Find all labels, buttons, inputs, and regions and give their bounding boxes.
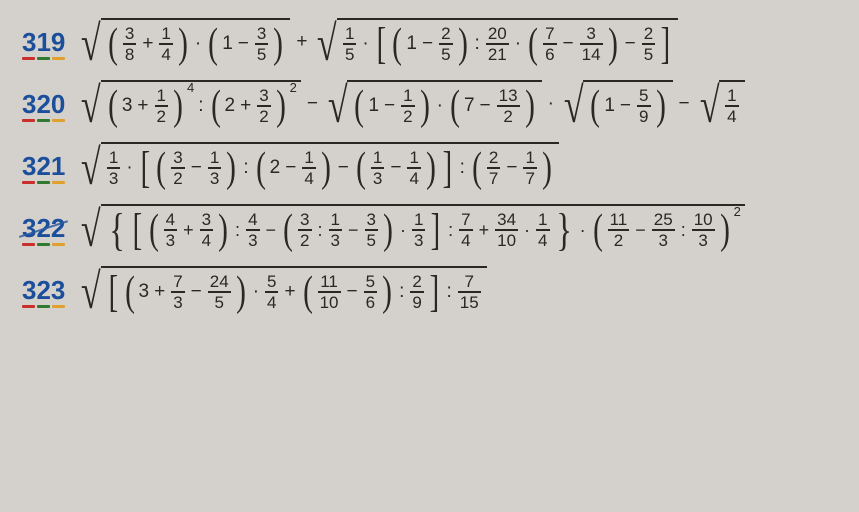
problem-323: 323 √ [ ( 3 + 73 − 245 ) · 54 + ( 1110 −… [22,266,837,314]
problem-number-text: 319 [22,27,65,57]
problem-number-text: 320 [22,89,65,119]
problem-319: 319 √ ( 38 + 14 ) · ( 1 − 35 ) + √ 15 [22,18,837,66]
problem-320: 320 √ ( 3 + 12 )4 : ( 2 + 32 )2 − √ ( [22,80,837,128]
radical-icon: √ ( 1 − 12 ) · ( 7 − 132 ) [324,80,542,128]
exponent: 2 [290,80,297,95]
radical-icon: √ ( 3 + 12 )4 : ( 2 + 32 )2 [77,80,301,128]
number-underline [22,305,65,311]
expression: √ ( 3 + 12 )4 : ( 2 + 32 )2 − √ ( 1 − 1 [75,80,746,128]
problem-number: 319 [22,29,65,55]
expression: √ { [ ( 43 + 34 ) : 43 − ( 32 : 13 − 35 … [75,204,746,252]
problem-number: 322 [22,215,65,241]
problem-321: 321 √ 13 · [ ( 32 − 13 ) : ( 2 − 14 ) − … [22,142,837,190]
problem-number: 320 [22,91,65,117]
problem-number: 323 [22,277,65,303]
number-underline [22,181,65,187]
expression: √ 13 · [ ( 32 − 13 ) : ( 2 − 14 ) − ( 13… [75,142,561,190]
problem-number-text: 321 [22,151,65,181]
radical-icon: √ ( 1 − 59 ) [560,80,673,128]
radical-icon: √ 14 [696,80,745,128]
radical-icon: √ { [ ( 43 + 34 ) : 43 − ( 32 : 13 − 35 … [77,204,744,252]
problem-number-text: 323 [22,275,65,305]
exponent: 2 [734,204,741,219]
expression: √ ( 38 + 14 ) · ( 1 − 35 ) + √ 15 · [ ( [75,18,679,66]
problem-322: 322 √ { [ ( 43 + 34 ) : 43 − ( 32 : 13 − [22,204,837,252]
problem-number: 321 [22,153,65,179]
number-underline [22,119,65,125]
expression: √ [ ( 3 + 73 − 245 ) · 54 + ( 1110 − 56 … [75,266,488,314]
radical-icon: √ 15 · [ ( 1 − 25 ) : 2021 · ( 76 − 314 … [313,18,677,66]
radical-icon: √ [ ( 3 + 73 − 245 ) · 54 + ( 1110 − 56 … [77,266,486,314]
radical-icon: √ ( 38 + 14 ) · ( 1 − 35 ) [77,18,290,66]
number-underline [22,57,65,63]
exponent: 4 [187,80,194,95]
radical-icon: √ 13 · [ ( 32 − 13 ) : ( 2 − 14 ) − ( 13… [77,142,559,190]
number-underline [22,243,65,249]
